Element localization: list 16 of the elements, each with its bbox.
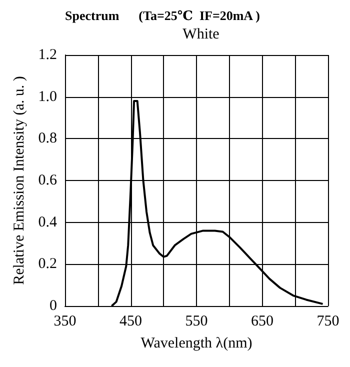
- y-tick-label: 0.4: [38, 214, 58, 230]
- x-tick-label: 350: [54, 314, 76, 330]
- x-tick-label: 750: [316, 314, 340, 330]
- y-tick-label: 0.6: [38, 172, 58, 188]
- x-tick-label: 450: [120, 314, 142, 330]
- x-tick-label: 650: [251, 314, 274, 330]
- x-axis-title: Wavelength λ(nm): [140, 336, 252, 352]
- y-tick-label: 1.2: [38, 47, 57, 63]
- y-tick-label: 1.0: [38, 88, 57, 105]
- y-tick-label: 0.2: [38, 256, 57, 272]
- chart-subtitle: White: [182, 26, 220, 42]
- chart-title: Spectrum (Ta=25℃ IF=20mA ): [65, 8, 260, 23]
- y-axis-title: Relative Emission Intensity (a. u. ): [12, 76, 28, 285]
- x-tick-label: 550: [185, 314, 208, 330]
- y-tick-label: 0: [50, 298, 57, 314]
- y-tick-label: 0.8: [38, 130, 57, 147]
